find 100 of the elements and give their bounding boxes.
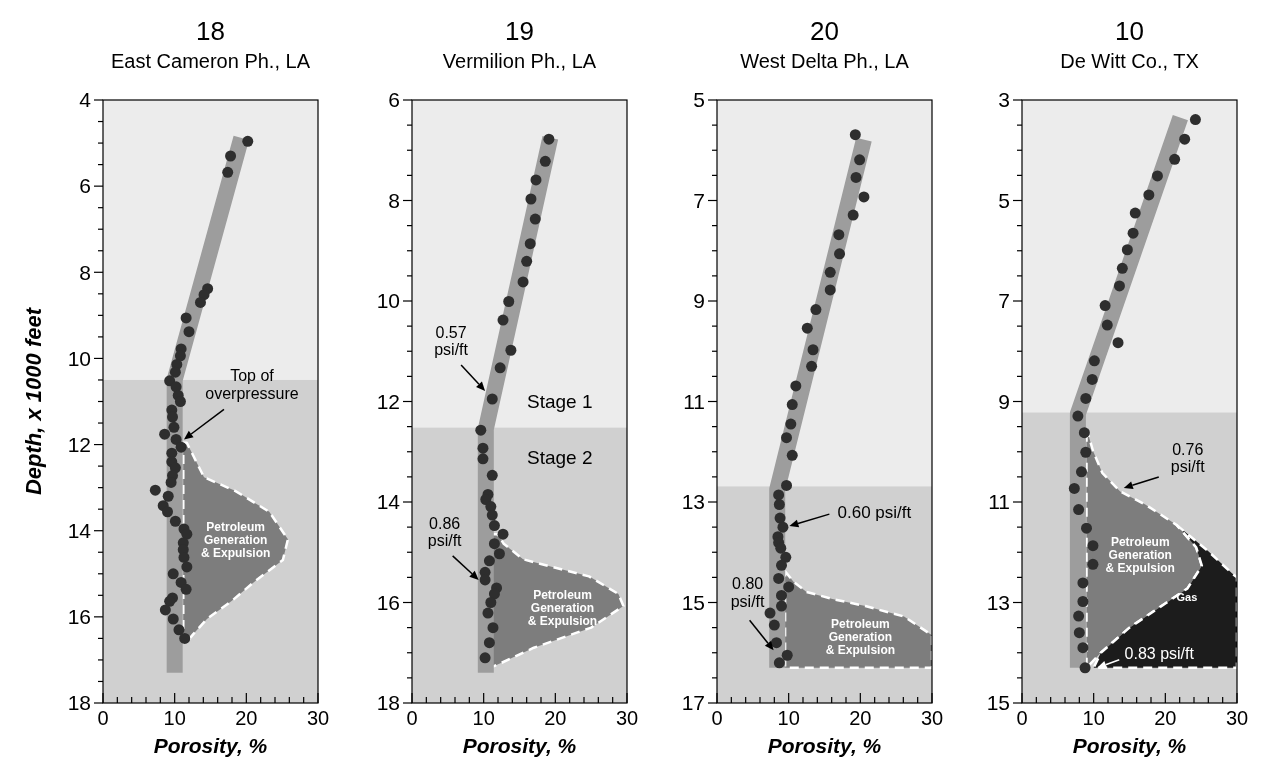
y-tick-label: 12: [67, 432, 91, 456]
point: [1121, 244, 1133, 256]
y-tick-label: 17: [681, 691, 705, 715]
point: [486, 509, 498, 521]
annotation: Petroleum Generation & Expulsion: [200, 519, 271, 560]
chart-title: 19: [505, 16, 534, 46]
annotation: 0.60 psi/ft: [837, 503, 912, 523]
y-tick-label: 5: [693, 88, 705, 112]
point: [1179, 133, 1191, 145]
point: [475, 424, 487, 436]
point: [1088, 355, 1100, 367]
point: [850, 171, 862, 183]
y-tick-label: 11: [988, 490, 1010, 514]
x-tick-label: 0: [406, 707, 418, 729]
point: [1099, 300, 1111, 312]
point: [858, 191, 870, 203]
point: [529, 213, 541, 225]
point: [781, 432, 793, 444]
y-tick-label: 10: [376, 289, 400, 313]
point: [1116, 262, 1128, 274]
point: [173, 624, 185, 636]
chart-title: 10: [1115, 16, 1144, 46]
point: [180, 312, 192, 324]
point: [1075, 466, 1087, 478]
point: [1073, 504, 1085, 516]
annotation: Petroleum Generation & Expulsion: [1105, 534, 1175, 576]
point: [1127, 227, 1139, 239]
point: [1073, 610, 1085, 622]
x-tick-label: 10: [1082, 707, 1105, 729]
x-tick-label: 30: [306, 707, 330, 729]
x-tick-label: 10: [777, 707, 800, 729]
point: [777, 521, 789, 533]
annotation: Top of overpressure: [205, 367, 299, 402]
point: [785, 418, 797, 430]
x-tick-label: 20: [235, 707, 258, 729]
annotation: Petroleum Generation & Expulsion: [527, 587, 598, 629]
x-axis-title: Porosity, %: [1072, 734, 1187, 757]
point: [167, 568, 179, 580]
y-tick-label: 4: [79, 88, 92, 112]
point: [162, 490, 174, 502]
point: [1113, 280, 1125, 292]
y-tick-label: 3: [998, 88, 1010, 112]
point: [801, 322, 813, 334]
point: [162, 506, 173, 518]
point: [781, 479, 793, 491]
point: [539, 155, 551, 167]
point: [834, 248, 846, 260]
point: [1073, 627, 1085, 639]
x-tick-label: 20: [544, 707, 567, 729]
y-tick-label: 9: [998, 389, 1010, 413]
x-tick-label: 30: [1225, 707, 1249, 729]
point: [494, 362, 506, 374]
y-axis-title: Depth, x 1000 feet: [21, 306, 46, 496]
point: [521, 255, 533, 267]
point: [486, 393, 498, 405]
y-tick-label: 15: [681, 590, 705, 614]
y-tick-label: 14: [67, 519, 92, 543]
point: [1086, 373, 1098, 385]
annotation: Stage 1: [526, 391, 593, 413]
annotation: 0.80 psi/ft: [730, 575, 766, 610]
y-tick-label: 10: [67, 346, 91, 370]
x-tick-label: 10: [472, 707, 495, 729]
point: [768, 619, 780, 631]
point: [1143, 189, 1155, 201]
point: [847, 209, 859, 221]
point: [525, 193, 537, 205]
point: [149, 484, 161, 496]
chart-subtitle: East Cameron Ph., LA: [111, 50, 311, 72]
point: [530, 174, 542, 186]
x-tick-label: 20: [1154, 707, 1177, 729]
x-tick-label: 30: [615, 707, 639, 729]
y-tick-label: 6: [79, 174, 91, 198]
point: [773, 489, 785, 501]
annotation: Petroleum Generation & Expulsion: [825, 616, 896, 658]
y-tick-label: 18: [67, 691, 91, 715]
point: [222, 166, 234, 178]
point: [807, 344, 819, 356]
chart-title: 20: [810, 16, 839, 46]
point: [479, 652, 491, 664]
point: [477, 442, 489, 454]
annotation: 0.57 psi/ft: [434, 323, 469, 359]
point: [1129, 207, 1141, 219]
x-tick-label: 0: [97, 707, 109, 729]
point: [517, 276, 529, 288]
point: [1101, 319, 1113, 331]
y-tick-label: 7: [998, 289, 1010, 313]
point: [1080, 392, 1092, 404]
y-tick-label: 13: [681, 490, 705, 514]
point: [1189, 114, 1201, 126]
y-tick-label: 15: [986, 691, 1010, 715]
point: [183, 326, 195, 338]
y-tick-label: 8: [388, 188, 400, 212]
x-axis-title: Porosity, %: [767, 734, 882, 757]
point: [505, 344, 517, 356]
chart-title: 18: [196, 16, 225, 46]
y-tick-label: 11: [683, 389, 705, 413]
point: [773, 657, 785, 669]
point: [790, 380, 802, 392]
point: [486, 469, 498, 481]
y-tick-label: 5: [998, 188, 1010, 212]
